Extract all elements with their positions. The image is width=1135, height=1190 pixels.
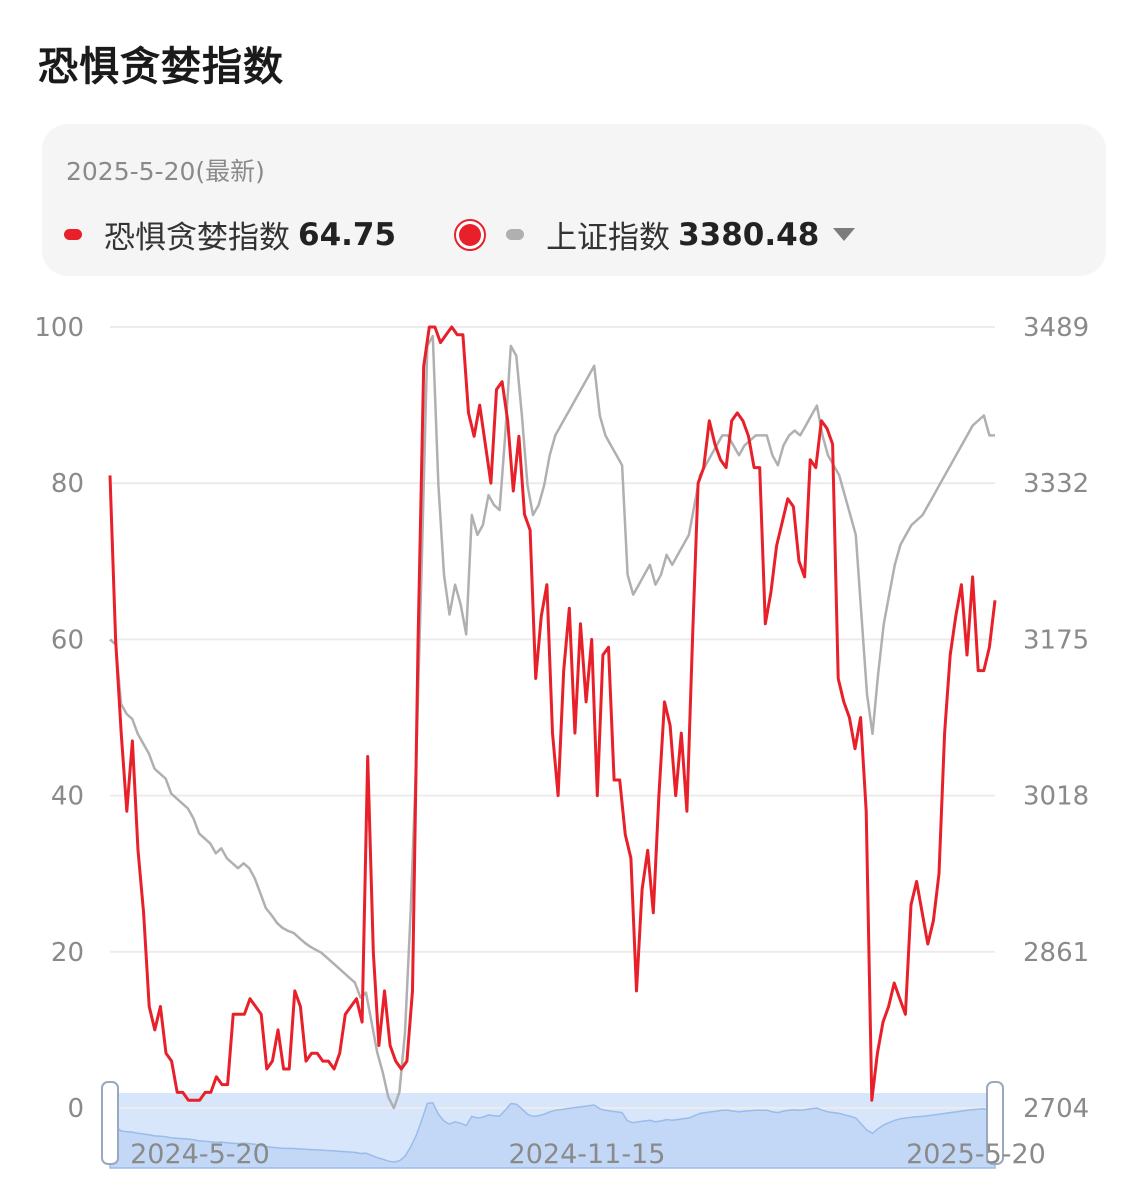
slider-trend-area: [109, 1101, 996, 1169]
right-axis-tick-label: 2704: [1023, 1094, 1089, 1124]
right-axis-tick-label: 3332: [1023, 469, 1089, 499]
legend-dot-icon: [506, 229, 525, 240]
left-axis-tick-label: 100: [34, 313, 84, 343]
info-panel: 2025-5-20(最新) 恐惧贪婪指数 64.75 上证指数 3380.48: [42, 124, 1106, 276]
left-axis-tick-label: 20: [51, 938, 84, 968]
legend-index-value: 3380.48: [678, 216, 820, 253]
left-axis-tick-label: 80: [51, 469, 84, 499]
shanghai-index-line: [109, 334, 995, 1110]
slider-handle-icon[interactable]: [986, 1081, 1004, 1165]
fear-greed-line: [108, 325, 997, 1102]
legend-fear-value: 64.75: [298, 216, 397, 253]
legend-fear-label: 恐惧贪婪指数: [104, 220, 290, 256]
latest-date: 2025-5-20(最新): [66, 157, 265, 186]
selected-ring-icon[interactable]: [454, 218, 487, 251]
slider-handle-icon[interactable]: [101, 1081, 119, 1165]
legend: 恐惧贪婪指数 64.75 上证指数 3380.48: [64, 212, 856, 257]
left-axis-tick-label: 40: [51, 782, 84, 812]
x-axis-tick-label: 2024-11-15: [509, 1139, 666, 1170]
legend-index-label[interactable]: 上证指数: [546, 220, 671, 256]
legend-dot-icon: [64, 229, 82, 240]
x-axis-tick-label: 2025-5-20: [906, 1139, 1046, 1170]
right-axis-tick-label: 3489: [1023, 313, 1089, 343]
fear-greed-chart: 0 20 40 60 80 100 2704 2861 3018 3175 3332 3489 2024…: [34, 313, 1089, 1170]
x-axis-tick-label: 2024-5-20: [130, 1139, 270, 1170]
right-axis-tick-label: 2861: [1023, 938, 1089, 968]
page-title: 恐惧贪婪指数: [38, 44, 284, 90]
right-axis-tick-label: 3018: [1023, 782, 1089, 812]
dropdown-caret-icon[interactable]: [833, 228, 856, 241]
left-axis-tick-label: 0: [67, 1094, 84, 1124]
right-axis-tick-label: 3175: [1023, 625, 1089, 655]
left-axis-tick-label: 60: [51, 625, 84, 655]
